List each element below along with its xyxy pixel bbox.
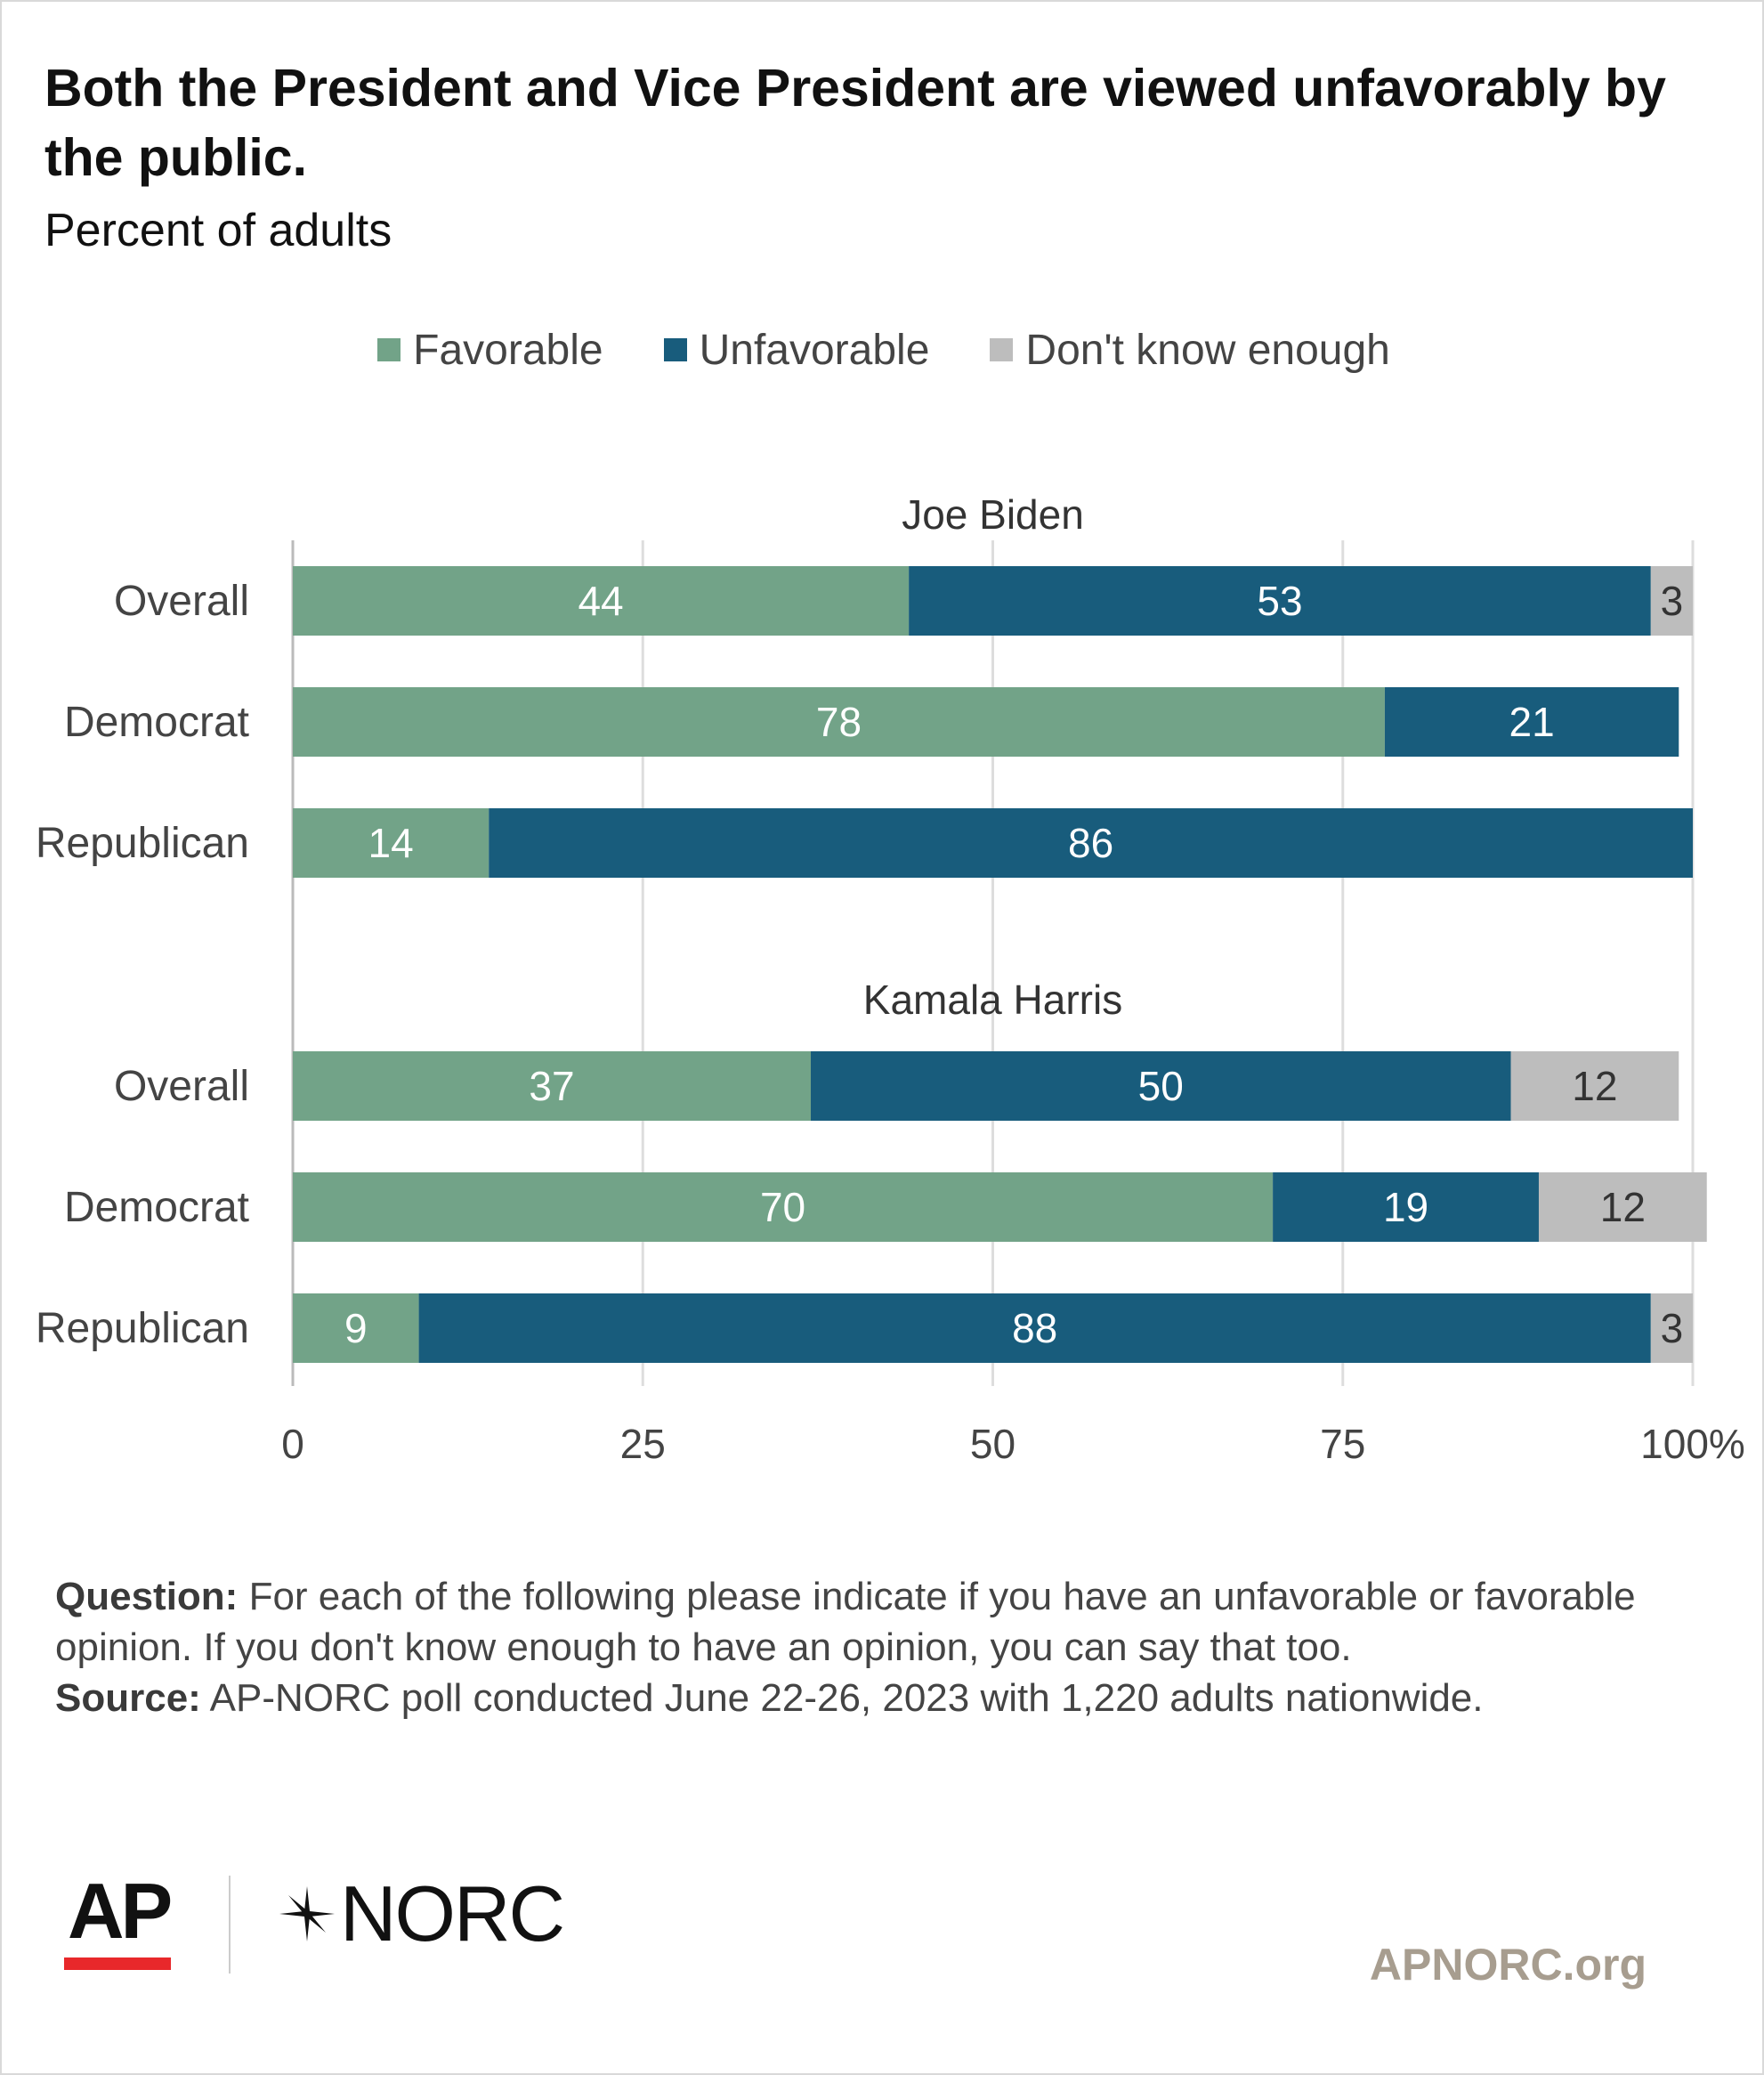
legend: Favorable Unfavorable Don't know enough	[2, 319, 1764, 381]
data-label-joe-biden-overall-don-t-know-enough: 3	[1661, 578, 1684, 624]
question-label: Question:	[55, 1575, 239, 1618]
data-label-kamala-harris-overall-don-t-know-enough: 12	[1572, 1063, 1617, 1109]
bar-kamala-harris-democrat-don-t-know-enough	[1538, 1172, 1707, 1242]
bar-joe-biden-overall-favorable	[293, 566, 910, 636]
ap-logo-bar	[64, 1957, 171, 1970]
bar-kamala-harris-democrat-unfavorable	[1273, 1172, 1539, 1242]
data-label-kamala-harris-overall-unfavorable: 50	[1138, 1063, 1184, 1109]
data-label-kamala-harris-overall-favorable: 37	[529, 1063, 574, 1109]
x-tick-label-100: 100%	[1640, 1421, 1745, 1467]
data-label-kamala-harris-democrat-unfavorable: 19	[1383, 1184, 1428, 1230]
legend-item-favorable: Favorable	[377, 326, 603, 375]
bar-kamala-harris-overall-don-t-know-enough	[1510, 1051, 1679, 1121]
chart-title: Both the President and Vice President ar…	[45, 59, 1666, 187]
data-label-kamala-harris-republican-unfavorable: 88	[1012, 1305, 1057, 1351]
legend-item-dont-know: Don't know enough	[990, 326, 1390, 375]
bar-kamala-harris-republican-unfavorable	[418, 1293, 1651, 1363]
legend-item-unfavorable: Unfavorable	[663, 326, 930, 375]
bar-kamala-harris-republican-favorable	[293, 1293, 419, 1363]
data-label-kamala-harris-democrat-don-t-know-enough: 12	[1600, 1184, 1646, 1230]
bar-joe-biden-overall-don-t-know-enough	[1650, 566, 1693, 636]
bar-joe-biden-republican-favorable	[293, 808, 490, 878]
data-label-kamala-harris-republican-favorable: 9	[344, 1305, 368, 1351]
legend-label-favorable: Favorable	[413, 326, 603, 374]
bar-kamala-harris-democrat-favorable	[293, 1172, 1274, 1242]
bar-kamala-harris-overall-favorable	[293, 1051, 812, 1121]
group-title-joe-biden: Joe Biden	[902, 491, 1084, 538]
data-label-joe-biden-democrat-unfavorable: 21	[1509, 699, 1555, 745]
logo-divider	[229, 1876, 231, 1974]
bar-joe-biden-overall-unfavorable	[909, 566, 1651, 636]
category-label-kamala-harris-overall: Overall	[114, 1063, 249, 1110]
bar-joe-biden-democrat-favorable	[293, 687, 1385, 757]
ap-logo: AP	[64, 1867, 180, 1974]
x-tick-label-50: 50	[970, 1421, 1016, 1467]
data-label-kamala-harris-republican-don-t-know-enough: 3	[1661, 1305, 1684, 1351]
data-label-joe-biden-overall-favorable: 44	[578, 578, 623, 624]
category-label-kamala-harris-republican: Republican	[36, 1305, 249, 1352]
legend-swatch-dont-know	[990, 338, 1014, 361]
data-label-kamala-harris-democrat-favorable: 70	[760, 1184, 805, 1230]
legend-swatch-unfavorable	[663, 338, 687, 361]
norc-star-icon	[279, 1886, 335, 1941]
data-label-joe-biden-overall-unfavorable: 53	[1257, 578, 1302, 624]
chart-notes: Question: For each of the following plea…	[55, 1571, 1711, 1723]
norc-logo: NORC	[278, 1869, 565, 1958]
x-tick-label-75: 75	[1320, 1421, 1365, 1467]
bar-kamala-harris-republican-don-t-know-enough	[1650, 1293, 1693, 1363]
category-label-joe-biden-overall: Overall	[114, 578, 249, 625]
category-label-joe-biden-republican: Republican	[36, 820, 249, 867]
category-label-kamala-harris-democrat: Democrat	[64, 1184, 249, 1231]
bar-joe-biden-republican-unfavorable	[489, 808, 1693, 878]
question-text: For each of the following please indicat…	[55, 1575, 1636, 1669]
data-label-joe-biden-republican-favorable: 14	[368, 820, 414, 866]
source-text: AP-NORC poll conducted June 22-26, 2023 …	[209, 1676, 1484, 1720]
legend-swatch-favorable	[377, 338, 401, 361]
category-label-joe-biden-democrat: Democrat	[64, 699, 249, 746]
bar-joe-biden-democrat-unfavorable	[1384, 687, 1679, 757]
legend-label-dont-know: Don't know enough	[1025, 326, 1390, 374]
bar-kamala-harris-overall-unfavorable	[811, 1051, 1511, 1121]
source-label: Source:	[55, 1676, 201, 1720]
ap-logo-text: AP	[68, 1867, 173, 1955]
x-tick-label-25: 25	[620, 1421, 666, 1467]
chart-subtitle: Percent of adults	[45, 205, 392, 256]
stacked-bar-chart: 0 25 50 75 100% Joe Biden Overall 44 53 3 Democrat…	[36, 491, 1745, 1467]
norc-logo-text: NORC	[340, 1869, 565, 1957]
group-title-kamala-harris: Kamala Harris	[863, 977, 1122, 1023]
data-label-joe-biden-democrat-favorable: 78	[816, 699, 862, 745]
data-label-joe-biden-republican-unfavorable: 86	[1068, 820, 1113, 866]
site-url: APNORC.org	[1369, 1940, 1647, 1990]
legend-label-unfavorable: Unfavorable	[699, 326, 930, 374]
x-tick-label-0: 0	[281, 1421, 304, 1467]
